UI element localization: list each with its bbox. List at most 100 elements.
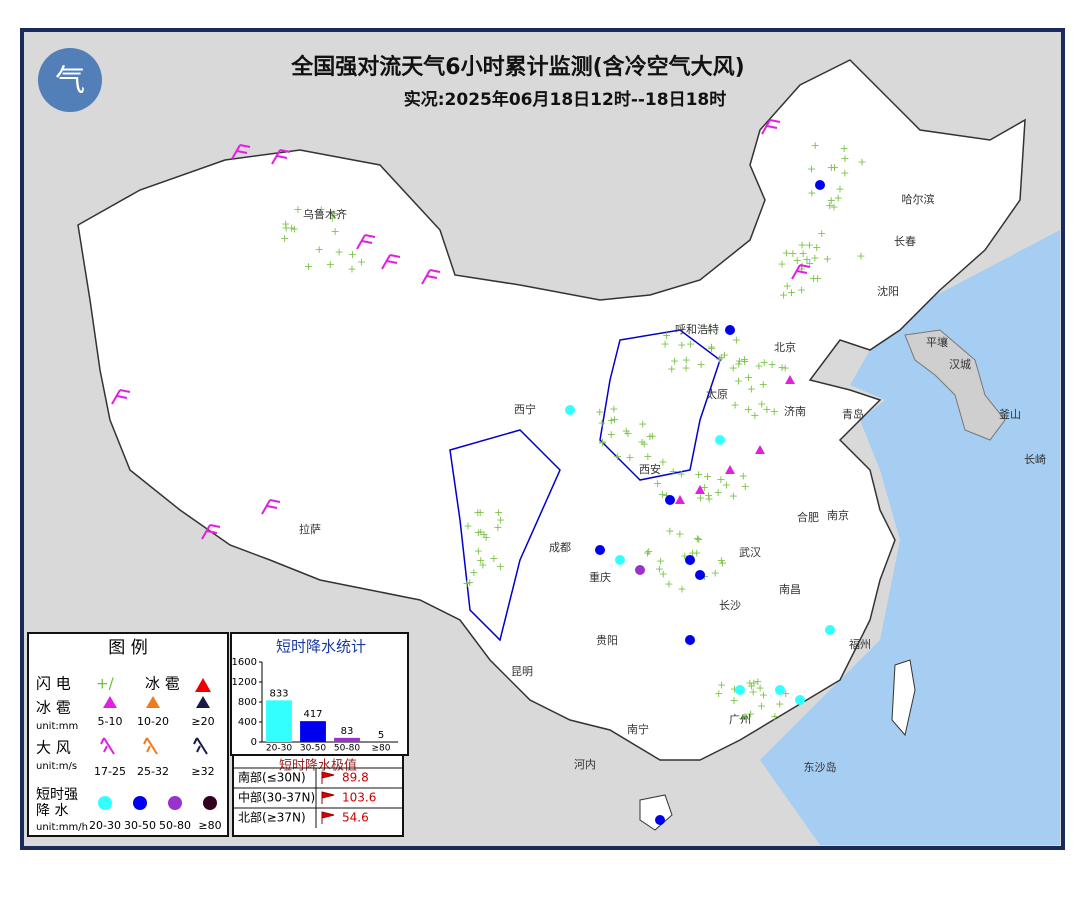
lightning: +	[489, 552, 498, 565]
city-label: 太原	[706, 388, 728, 401]
lightning: +	[681, 361, 690, 374]
legend-rain: 短时强	[36, 787, 78, 803]
lightning: +	[825, 199, 834, 212]
lightning: +	[717, 554, 726, 567]
legend-hail-size: 冰 雹	[36, 699, 71, 717]
lightning: +	[739, 470, 748, 483]
extreme-value: 89.8	[342, 771, 369, 785]
lightning: +	[494, 506, 503, 519]
value-label: 5	[378, 730, 384, 741]
lightning: +	[643, 450, 652, 463]
city-label: 哈尔滨	[902, 192, 935, 206]
lightning: +	[797, 283, 806, 296]
legend-hail-unit: unit:mm	[36, 721, 78, 732]
lightning: +	[347, 263, 356, 276]
lightning: +	[711, 566, 720, 579]
lightning: +	[694, 533, 703, 546]
lightning: +	[857, 156, 866, 169]
lightning: +	[335, 245, 344, 258]
lightning: +	[348, 248, 357, 261]
rain-dot	[565, 405, 575, 415]
lightning: +	[677, 582, 686, 595]
lightning: +	[750, 409, 759, 422]
region-label: 南部(≤30N)	[238, 770, 306, 785]
lightning: +	[597, 416, 606, 429]
city-label: 拉萨	[299, 522, 321, 536]
lightning: +	[669, 465, 678, 478]
lightning: +	[613, 450, 622, 463]
legend-wind-unit: unit:m/s	[36, 761, 77, 772]
rain-dot	[775, 685, 785, 695]
y-tick-label: 1600	[232, 657, 257, 668]
value-label: 417	[303, 709, 322, 720]
rain-dot	[655, 815, 665, 825]
legend-rain-symbol	[98, 796, 112, 810]
city-label: 青岛	[842, 407, 864, 421]
lightning: +	[290, 223, 299, 236]
city-label: 重庆	[589, 570, 611, 584]
lightning: +	[662, 329, 671, 342]
lightning: +	[840, 152, 849, 165]
rain-dot	[735, 685, 745, 695]
lightning: +	[707, 342, 716, 355]
extreme-value: 103.6	[342, 791, 376, 805]
lightning: +	[777, 258, 786, 271]
lightning: +	[729, 490, 738, 503]
rain-dot	[695, 570, 705, 580]
lightning: +	[670, 355, 679, 368]
lightning-symbol: +/	[96, 675, 115, 693]
city-label: 昆明	[511, 665, 533, 678]
lightning: +	[807, 186, 816, 199]
legend-hail-range: ≥20	[191, 715, 214, 728]
lightning: +	[787, 286, 796, 299]
legend-lightning: 闪 电	[36, 675, 71, 693]
lightning: +	[767, 358, 776, 371]
city-label: 沈阳	[877, 284, 899, 298]
rain-dot	[715, 435, 725, 445]
lightning: +	[677, 467, 686, 480]
lightning: +	[675, 528, 684, 541]
y-tick-label: 1200	[232, 677, 257, 688]
lightning: +	[807, 162, 816, 175]
lightning: +	[643, 546, 652, 559]
city-label: 平壤	[926, 335, 948, 349]
x-tick-label: 20-30	[266, 744, 292, 754]
lightning: +	[610, 413, 619, 426]
lightning: +	[775, 698, 784, 711]
lightning: +	[812, 241, 821, 254]
city-label: 北京	[774, 340, 796, 354]
lightning: +	[777, 361, 786, 374]
lightning: +	[856, 249, 865, 262]
legend-wind-range: 25-32	[137, 765, 169, 778]
lightning: +	[697, 358, 706, 371]
subtitle: 实况:2025年06月18日12时--18日18时	[404, 89, 727, 110]
lightning: +	[665, 524, 674, 537]
city-label: 福州	[849, 637, 871, 651]
legend-wind-range: 17-25	[94, 765, 126, 778]
lightning: +	[716, 473, 725, 486]
lightning: +	[759, 378, 768, 391]
legend-rain: 降 水	[36, 803, 68, 819]
legend-hail: 冰 雹	[145, 675, 180, 693]
lightning: +	[653, 477, 662, 490]
x-tick-label: 50-80	[334, 744, 360, 754]
extreme-value: 54.6	[342, 811, 369, 825]
city-label: 南昌	[779, 583, 801, 596]
legend-rain-symbol	[168, 796, 182, 810]
lightning: +	[469, 566, 478, 579]
city-label: 南宁	[627, 722, 649, 736]
city-label: 釜山	[999, 407, 1021, 421]
lightning: +	[749, 677, 758, 690]
lightning: +	[740, 353, 749, 366]
rain-dot	[595, 545, 605, 555]
lightning: +	[686, 337, 695, 350]
lightning: +	[677, 339, 686, 352]
lightning: +	[293, 203, 302, 216]
lightning: +	[330, 225, 339, 238]
lightning: +	[474, 526, 483, 539]
lightning: +	[817, 227, 826, 240]
lightning: +	[476, 506, 485, 519]
lightning: +	[798, 238, 807, 251]
